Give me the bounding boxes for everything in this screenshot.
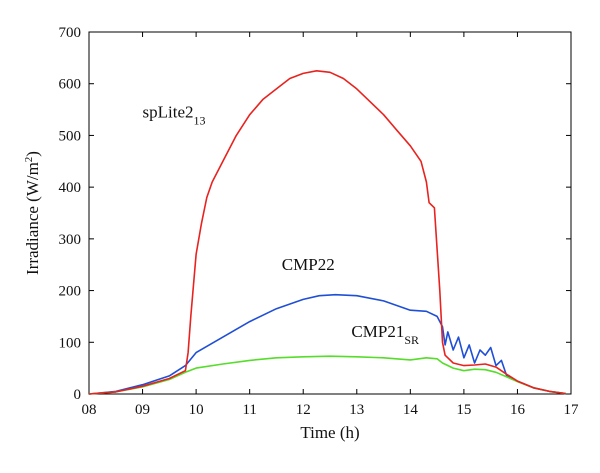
y-axis-title: Irradiance (W/m2) bbox=[23, 151, 42, 275]
series-line-cmp21 bbox=[88, 355, 566, 395]
y-tick-label: 100 bbox=[59, 335, 82, 351]
y-tick-label: 0 bbox=[74, 387, 82, 403]
y-axis-title-tail: ) bbox=[23, 151, 42, 157]
y-tick-label: 200 bbox=[59, 284, 82, 300]
series-label-splite: spLite213 bbox=[143, 102, 206, 127]
series-label-cmp21: CMP21SR bbox=[351, 322, 419, 347]
series-label-main: CMP22 bbox=[282, 255, 335, 274]
x-tick-label: 10 bbox=[189, 402, 204, 418]
x-tick-label: 15 bbox=[456, 402, 471, 418]
series-label-main: CMP21 bbox=[351, 322, 404, 341]
series-label-cmp22: CMP22 bbox=[282, 255, 335, 274]
y-axis-ticks: 0 100 200 300 400 500 600 700 bbox=[59, 25, 571, 403]
series-line-splite bbox=[88, 70, 566, 395]
series-line-cmp22 bbox=[88, 293, 566, 395]
y-tick-label: 500 bbox=[59, 128, 82, 144]
x-tick-label: 12 bbox=[296, 402, 311, 418]
y-tick-label: 300 bbox=[59, 232, 82, 248]
series-label-subscript: SR bbox=[404, 333, 419, 347]
x-tick-label: 17 bbox=[564, 402, 580, 418]
y-axis-title-superscript: 2 bbox=[23, 157, 35, 163]
series-label-subscript: 13 bbox=[194, 113, 206, 127]
y-tick-label: 400 bbox=[59, 180, 82, 196]
y-tick-label: 600 bbox=[59, 77, 82, 93]
y-tick-label: 700 bbox=[59, 25, 82, 41]
plot-area bbox=[88, 31, 572, 395]
series-label-main: spLite2 bbox=[143, 102, 194, 121]
x-tick-label: 13 bbox=[349, 402, 364, 418]
series-lines bbox=[88, 70, 566, 395]
x-axis-ticks: 08 09 10 11 12 13 14 15 16 17 bbox=[82, 32, 580, 418]
x-axis-title: Time (h) bbox=[300, 423, 359, 442]
x-tick-label: 11 bbox=[242, 402, 256, 418]
y-axis-title-main: Irradiance (W/m bbox=[23, 162, 42, 275]
x-tick-label: 09 bbox=[135, 402, 150, 418]
series-labels: CMP22 CMP21SR spLite213 bbox=[143, 102, 419, 347]
x-tick-label: 16 bbox=[510, 402, 526, 418]
x-tick-label: 14 bbox=[403, 402, 419, 418]
x-tick-label: 08 bbox=[82, 402, 97, 418]
